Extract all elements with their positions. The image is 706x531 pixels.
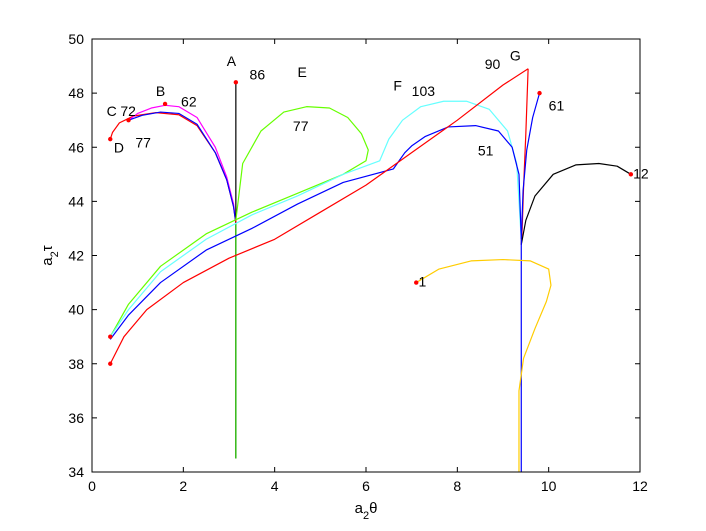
annotation-label-17: 1 — [419, 274, 427, 290]
annotation-label-8: 77 — [135, 134, 151, 150]
y-tick-label-1: 36 — [68, 410, 84, 426]
x-tick-label-5: 10 — [541, 478, 557, 494]
y-tick-label-7: 48 — [68, 85, 84, 101]
y-tick-label-4: 42 — [68, 248, 84, 264]
marker-point-8 — [108, 361, 113, 366]
y-tick-label-0: 34 — [68, 464, 84, 480]
marker-point-6 — [414, 280, 419, 285]
marker-point-1 — [108, 136, 113, 142]
annotation-label-2: E — [298, 64, 307, 80]
annotation-label-3: B — [156, 83, 165, 99]
series-line-9 — [109, 68, 529, 365]
y-tick-label-8: 50 — [68, 31, 84, 47]
marker-point-2 — [126, 117, 131, 123]
plot-points — [108, 80, 634, 366]
marker-point-0 — [233, 80, 239, 85]
annotation-label-12: 90 — [485, 56, 501, 72]
annotation-label-10: F — [393, 77, 402, 93]
y-tick-label-6: 46 — [68, 139, 84, 155]
y-tick-label-2: 38 — [68, 356, 84, 372]
x-tick-label-4: 8 — [453, 478, 461, 494]
marker-point-4 — [537, 90, 542, 96]
x-tick-label-1: 2 — [179, 478, 187, 494]
x-tick-label-6: 12 — [632, 478, 648, 494]
series-line-1 — [128, 104, 237, 224]
marker-point-7 — [108, 334, 113, 339]
x-tick-label-0: 0 — [88, 478, 96, 494]
series-line-7 — [109, 100, 522, 338]
y-tick-label-5: 44 — [68, 193, 84, 209]
y-axis: 34 36 38 40 42 44 46 48 50 — [68, 31, 640, 480]
annotation-label-16: 12 — [633, 165, 649, 181]
annotation-label-7: D — [114, 140, 124, 156]
y-tick-label-3: 40 — [68, 302, 84, 318]
marker-point-5 — [628, 172, 634, 177]
annotation-label-0: A — [227, 53, 237, 69]
annotation-label-15: 51 — [478, 142, 494, 158]
x-tick-label-2: 4 — [271, 478, 279, 494]
x-axis: 0 2 4 6 8 10 12 — [88, 39, 648, 494]
annotation-label-14: 61 — [549, 98, 565, 114]
series-line-8 — [109, 125, 522, 340]
y-axis-title: a2τ — [39, 245, 61, 265]
annotation-label-13: G — [510, 48, 521, 64]
x-axis-title: a2θ — [355, 500, 378, 522]
series-line-11 — [520, 92, 541, 240]
series-line-0 — [109, 112, 237, 224]
series-line-6 — [109, 106, 369, 337]
annotation-label-4: 62 — [181, 94, 197, 110]
annotation-label-9: 77 — [293, 118, 309, 134]
series-line-12 — [520, 162, 632, 245]
annotation-label-6: 72 — [120, 103, 136, 119]
series-line-2 — [128, 111, 237, 224]
marker-point-3 — [162, 101, 168, 107]
annotation-label-11: 103 — [412, 83, 436, 99]
series-line-14 — [415, 258, 552, 472]
annotation-label-5: C — [107, 103, 117, 119]
plot-lines — [109, 68, 632, 472]
x-tick-label-3: 6 — [362, 478, 370, 494]
annotation-label-1: 86 — [250, 67, 266, 83]
annotations: A 86 E B 62 C 72 D 77 77 F 103 90 G 61 51 12 1 — [107, 48, 649, 290]
